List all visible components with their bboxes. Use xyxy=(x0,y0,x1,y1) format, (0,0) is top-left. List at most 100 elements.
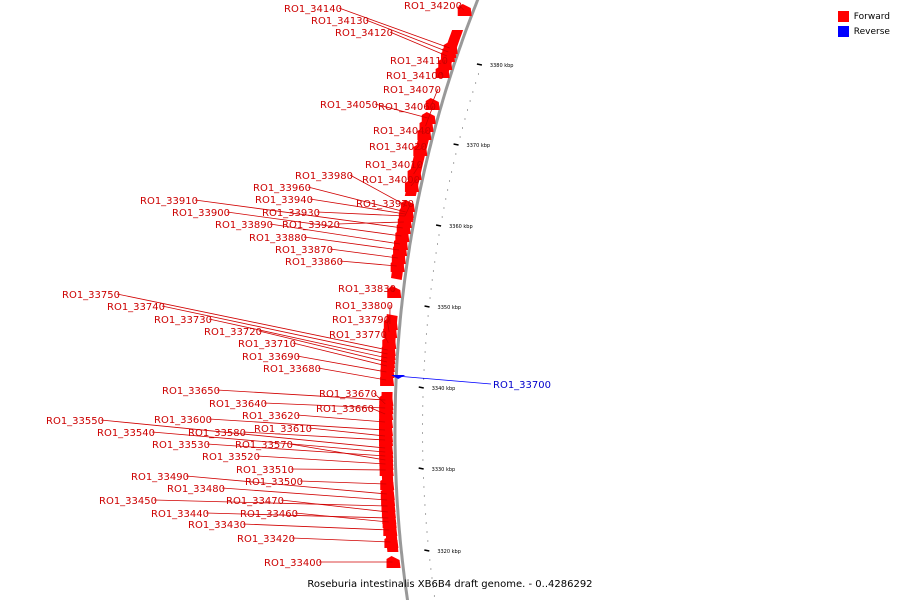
gene-label: RO1_33720 xyxy=(204,327,262,338)
gene-label: RO1_33470 xyxy=(226,496,284,507)
leader-line xyxy=(458,4,464,11)
leader-line-layer xyxy=(100,4,492,563)
gene-label: RO1_33930 xyxy=(262,208,320,219)
leader-line xyxy=(431,88,439,105)
leader-line xyxy=(308,427,386,437)
gene-label: RO1_33890 xyxy=(215,220,273,231)
leader-line xyxy=(153,499,388,507)
scale-tick-label: 3370 kbp xyxy=(467,143,491,149)
gene-label: RO1_34110 xyxy=(390,56,448,67)
gene-label: RO1_33500 xyxy=(245,477,303,488)
feature-layer xyxy=(379,4,472,568)
forward-swatch xyxy=(837,11,849,22)
leader-line xyxy=(443,59,446,65)
gene-label: RO1_33440 xyxy=(151,509,209,520)
gene-cluster-block xyxy=(391,234,409,280)
leader-line xyxy=(208,418,386,431)
gene-label: RO1_33880 xyxy=(249,233,307,244)
leader-line xyxy=(307,186,406,213)
leader-line xyxy=(317,367,387,381)
scale-tick-label: 3320 kbp xyxy=(437,549,461,555)
leader-line xyxy=(290,468,386,471)
forward-gene-feature xyxy=(386,556,401,568)
gene-cluster-block xyxy=(435,30,464,78)
gene-label: RO1_34010 xyxy=(365,160,423,171)
gene-label: RO1_34040 xyxy=(373,126,431,137)
scale-tick-label: 3330 kbp xyxy=(432,467,456,473)
gene-label: RO1_33450 xyxy=(99,496,157,507)
scale-tick xyxy=(418,386,424,389)
gene-label: RO1_33920 xyxy=(282,220,340,231)
gene-label: RO1_33650 xyxy=(162,386,220,397)
leader-line xyxy=(296,414,386,423)
gene-label: RO1_33670 xyxy=(319,389,377,400)
genome-caption: Roseburia intestinalis XB6B4 draft genom… xyxy=(307,579,593,590)
gene-label: RO1_33680 xyxy=(263,364,321,375)
gene-label: RO1_33510 xyxy=(236,465,294,476)
gene-label: RO1_33970 xyxy=(356,199,414,210)
gene-label: RO1_33700 xyxy=(493,380,551,391)
forward-gene-feature xyxy=(397,216,412,228)
leader-line xyxy=(316,211,405,217)
leader-line xyxy=(263,402,386,409)
leader-line xyxy=(365,19,449,53)
gene-label: RO1_33740 xyxy=(107,302,165,313)
forward-gene-feature xyxy=(417,128,432,140)
gene-label: RO1_33460 xyxy=(240,509,298,520)
gene-label: RO1_33660 xyxy=(316,404,374,415)
leader-line xyxy=(336,221,404,225)
forward-gene-feature xyxy=(380,374,395,386)
gene-label: RO1_33980 xyxy=(295,171,353,182)
gene-label: RO1_33540 xyxy=(97,428,155,439)
reverse-swatch xyxy=(837,26,849,37)
gene-label: RO1_34000 xyxy=(362,175,420,186)
leader-line xyxy=(161,305,388,355)
leader-line xyxy=(226,211,402,237)
leader-line xyxy=(289,443,386,461)
gene-label: RO1_34200 xyxy=(404,1,462,12)
leader-line xyxy=(221,487,388,501)
scale-tick xyxy=(418,467,424,470)
gene-label: RO1_33430 xyxy=(188,520,246,531)
leader-line xyxy=(208,318,388,359)
leader-line xyxy=(349,174,408,207)
legend-item-forward: Forward xyxy=(837,9,890,24)
reverse-gene-feature xyxy=(391,375,406,379)
leader-line xyxy=(216,389,386,401)
leader-line xyxy=(386,318,390,333)
gene-label: RO1_33940 xyxy=(255,195,313,206)
leader-line xyxy=(258,330,388,363)
leader-line xyxy=(296,355,387,373)
gene-label: RO1_33870 xyxy=(275,245,333,256)
scale-tick xyxy=(476,63,483,66)
leader-line xyxy=(242,523,390,531)
leader-line xyxy=(292,342,387,367)
leader-line xyxy=(410,178,418,187)
gene-label: RO1_33860 xyxy=(285,257,343,268)
leader-line xyxy=(396,375,492,385)
scale-tick-layer: 3320 kbp 3330 kbp 3340 kbp 3350 kbp 3360 kbp… xyxy=(418,63,513,597)
gene-label: RO1_33610 xyxy=(254,424,312,435)
genome-backbone xyxy=(393,0,480,600)
leader-line xyxy=(383,333,389,344)
leader-line xyxy=(389,31,448,57)
leader-line xyxy=(116,293,388,351)
leader-line xyxy=(242,431,386,441)
scale-tick xyxy=(453,143,459,146)
gene-label: RO1_33640 xyxy=(209,399,267,410)
scale-tick-label: 3350 kbp xyxy=(438,305,462,311)
gene-label: RO1_33490 xyxy=(131,472,189,483)
gene-label: RO1_33800 xyxy=(335,301,393,312)
gene-label: RO1_33730 xyxy=(154,315,212,326)
gene-label: RO1_33620 xyxy=(242,411,300,422)
leader-line xyxy=(206,443,386,457)
gene-label: RO1_34070 xyxy=(383,85,441,96)
leader-line xyxy=(205,512,389,519)
gene-label: RO1_33710 xyxy=(238,339,296,350)
scale-tick xyxy=(424,549,430,552)
leader-line xyxy=(423,129,429,135)
leader-line xyxy=(370,407,386,415)
leader-line xyxy=(269,223,401,245)
